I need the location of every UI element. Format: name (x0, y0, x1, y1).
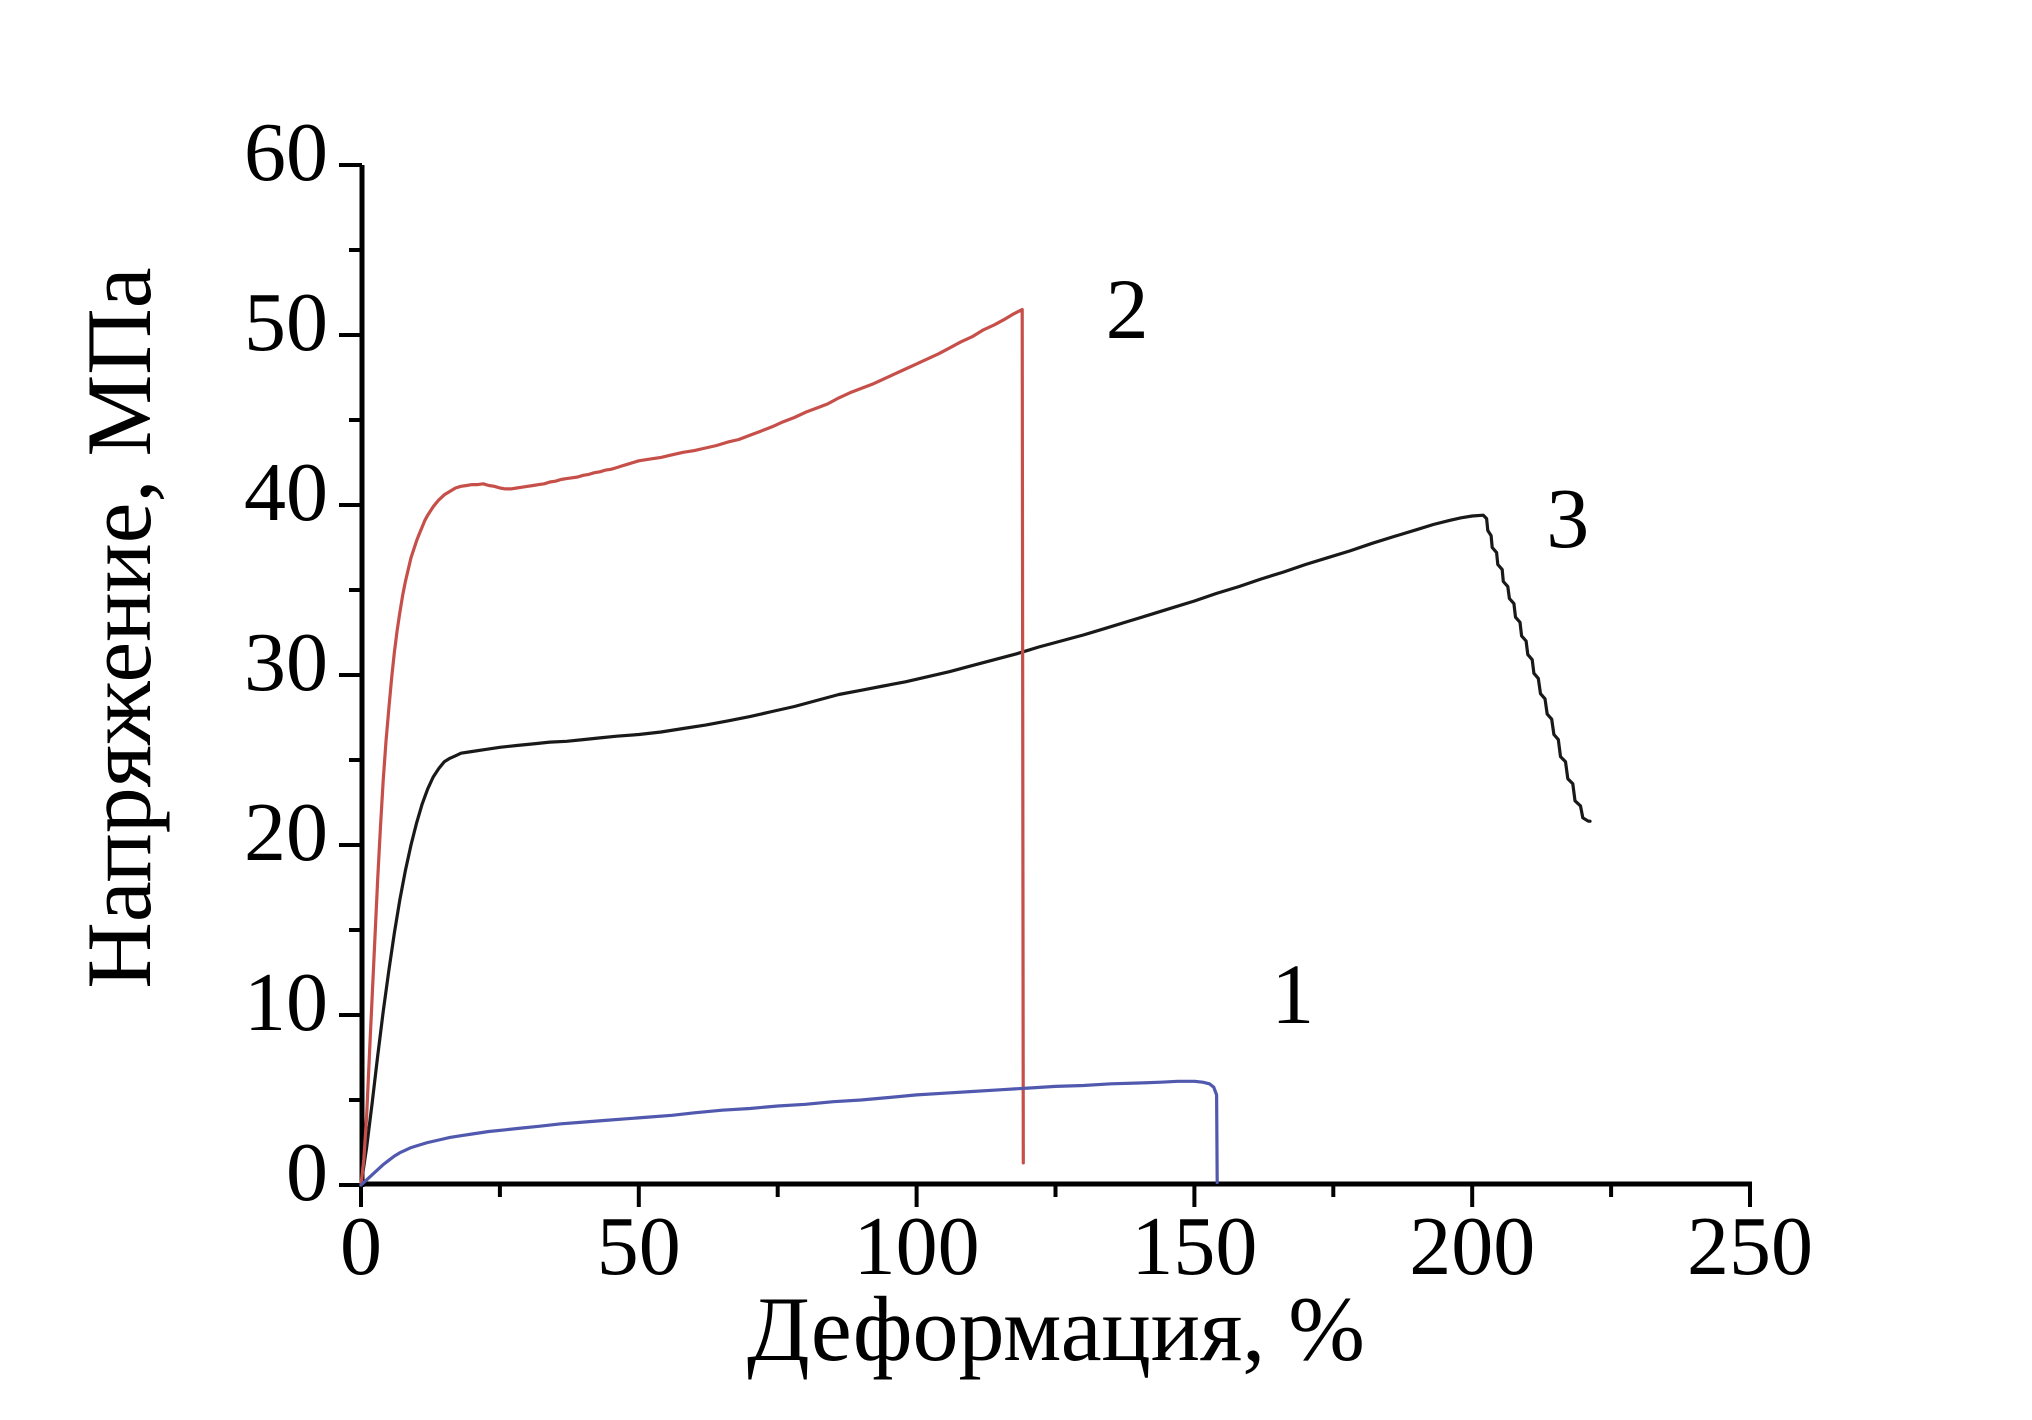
x-tick-label: 100 (854, 1200, 980, 1293)
y-tick-label: 50 (244, 276, 328, 369)
tick-labels: 0 10 20 30 40 50 60 0 50 100 150 200 250 (244, 106, 1813, 1293)
y-tick-label: 10 (244, 956, 328, 1049)
y-tick-label: 20 (244, 786, 328, 879)
curve-3 (359, 513, 1592, 1187)
x-tick-label: 150 (1131, 1200, 1257, 1293)
x-tick-label: 250 (1687, 1200, 1813, 1293)
y-tick-label: 60 (244, 106, 328, 199)
y-axis-title: Напряжение, МПа (68, 267, 170, 988)
curve-2 (359, 307, 1025, 1187)
y-tick-label: 40 (244, 446, 328, 539)
x-tick-label: 200 (1409, 1200, 1535, 1293)
curve-label-2: 2 (1106, 261, 1149, 357)
y-tick-label: 0 (286, 1126, 328, 1219)
y-tick-label: 30 (244, 616, 328, 709)
curve-label-1: 1 (1271, 946, 1314, 1042)
x-tick-label: 50 (597, 1200, 681, 1293)
x-axis-title: Деформация, % (747, 1278, 1365, 1380)
curves (359, 307, 1592, 1187)
curve-annotations: 3 2 1 (1106, 261, 1590, 1042)
curve-1 (359, 1079, 1219, 1187)
axes (339, 163, 1752, 1207)
curve-label-3: 3 (1546, 470, 1589, 566)
x-tick-label: 0 (340, 1200, 382, 1293)
